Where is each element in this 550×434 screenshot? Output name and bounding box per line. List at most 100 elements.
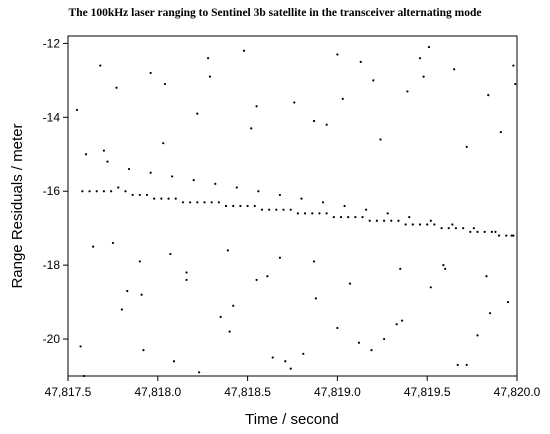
data-point bbox=[83, 374, 86, 378]
data-point bbox=[102, 190, 106, 193]
data-point bbox=[395, 323, 398, 326]
data-point bbox=[411, 223, 414, 226]
data-point bbox=[312, 260, 316, 263]
data-point bbox=[268, 208, 271, 211]
data-point bbox=[469, 230, 472, 233]
data-point bbox=[110, 190, 113, 193]
data-point bbox=[311, 212, 314, 215]
data-point bbox=[260, 208, 264, 211]
data-point bbox=[228, 330, 231, 333]
data-point bbox=[84, 153, 88, 156]
data-point bbox=[427, 45, 431, 49]
data-point bbox=[253, 204, 256, 208]
data-point bbox=[375, 219, 379, 222]
data-point bbox=[359, 60, 362, 63]
axis-ticks bbox=[63, 42, 518, 381]
data-point bbox=[302, 352, 305, 355]
y-tick-label: -12 bbox=[43, 36, 61, 50]
data-point bbox=[117, 186, 120, 189]
data-point bbox=[418, 223, 422, 226]
data-point bbox=[145, 193, 149, 197]
x-tick-label: 47,820.0 bbox=[494, 385, 541, 399]
data-point bbox=[488, 312, 492, 315]
data-point bbox=[255, 105, 258, 108]
data-point bbox=[429, 286, 432, 289]
data-point bbox=[386, 212, 389, 215]
y-tick-label: -20 bbox=[43, 332, 61, 346]
data-point bbox=[494, 230, 497, 233]
data-point bbox=[206, 57, 210, 60]
data-point bbox=[368, 219, 371, 222]
data-point bbox=[214, 182, 217, 185]
data-point bbox=[433, 223, 436, 226]
plot-frame bbox=[67, 35, 518, 377]
data-point bbox=[300, 197, 303, 200]
data-point bbox=[418, 57, 422, 60]
data-point bbox=[226, 249, 229, 252]
data-points bbox=[75, 45, 517, 378]
data-point bbox=[138, 260, 141, 263]
data-point bbox=[217, 201, 220, 204]
data-point bbox=[429, 219, 432, 222]
data-point bbox=[275, 208, 278, 211]
data-point bbox=[336, 326, 339, 330]
data-point bbox=[196, 112, 199, 115]
data-point bbox=[235, 186, 238, 189]
data-point bbox=[126, 289, 129, 293]
data-point bbox=[127, 167, 131, 171]
data-point bbox=[232, 204, 235, 208]
data-point bbox=[149, 171, 152, 174]
data-point bbox=[185, 271, 188, 274]
data-point bbox=[348, 282, 352, 285]
data-point bbox=[278, 256, 282, 259]
data-point bbox=[404, 223, 407, 226]
data-point bbox=[487, 94, 490, 97]
tick-labels: 47,817.5 47,818.0 47,818.5 47,819.0 47,819.5… bbox=[43, 36, 541, 399]
data-point bbox=[120, 308, 123, 311]
data-point bbox=[172, 360, 176, 363]
data-point bbox=[153, 197, 156, 200]
data-point bbox=[198, 371, 201, 374]
y-tick-label: -14 bbox=[43, 110, 61, 124]
data-point bbox=[456, 363, 459, 367]
y-axis-label: Range Residuals / meter bbox=[9, 123, 26, 288]
data-point bbox=[497, 234, 501, 237]
data-point bbox=[181, 201, 185, 204]
data-point bbox=[379, 138, 382, 141]
data-point bbox=[171, 175, 174, 178]
data-point bbox=[472, 227, 475, 230]
data-point bbox=[444, 267, 447, 270]
data-point bbox=[246, 204, 249, 208]
data-point bbox=[232, 304, 235, 307]
data-point bbox=[192, 179, 195, 182]
data-point bbox=[372, 79, 375, 82]
data-point bbox=[476, 230, 479, 233]
data-point bbox=[149, 71, 152, 75]
data-point bbox=[318, 212, 321, 215]
data-point bbox=[462, 227, 465, 230]
data-point bbox=[124, 190, 127, 193]
data-point bbox=[196, 201, 199, 204]
data-point bbox=[514, 82, 517, 86]
x-tick-label: 47,817.5 bbox=[45, 385, 92, 399]
chart-title: The 100kHz laser ranging to Sentinel 3b … bbox=[68, 7, 482, 19]
data-point bbox=[447, 227, 450, 230]
data-point bbox=[483, 230, 486, 233]
data-point bbox=[102, 149, 106, 152]
data-point bbox=[160, 197, 163, 200]
data-point bbox=[75, 108, 79, 112]
data-point bbox=[336, 53, 339, 56]
data-point bbox=[422, 75, 425, 78]
data-point bbox=[343, 204, 346, 208]
data-point bbox=[365, 208, 368, 211]
data-point bbox=[81, 190, 84, 193]
data-point bbox=[476, 334, 479, 337]
x-axis-label: Time / second bbox=[245, 411, 339, 428]
data-point bbox=[163, 82, 167, 86]
data-point bbox=[453, 68, 456, 71]
data-point bbox=[382, 219, 386, 222]
data-point bbox=[370, 349, 373, 352]
data-point bbox=[321, 201, 325, 204]
x-tick-label: 47,819.0 bbox=[314, 385, 361, 399]
data-point bbox=[208, 75, 211, 78]
